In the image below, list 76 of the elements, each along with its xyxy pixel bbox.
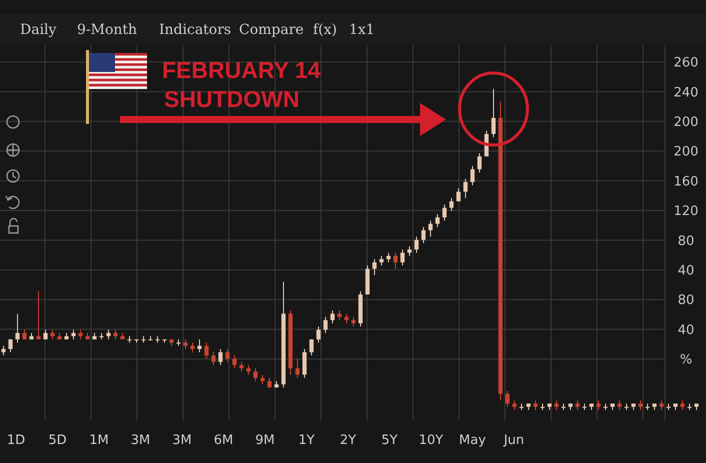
candlestick (253, 368, 258, 382)
candlestick (211, 352, 216, 366)
candlestick (351, 316, 356, 328)
text: 9M (255, 433, 275, 448)
candlestick (435, 214, 440, 228)
annotation: 40 (678, 263, 694, 278)
candlestick (512, 400, 517, 410)
candlestick (372, 258, 377, 276)
candlestick (393, 252, 398, 270)
annotation: % (680, 352, 692, 368)
candlestick (15, 313, 20, 344)
candlestick (232, 354, 237, 369)
candlestick (575, 400, 580, 410)
candlestick (379, 255, 384, 266)
text: 1Y (298, 433, 315, 448)
annotation: 160 (674, 174, 698, 190)
candlestick (680, 400, 685, 410)
text: Daily (20, 22, 57, 38)
text: May (459, 433, 486, 448)
text: 10Y (418, 433, 444, 448)
candlestick (505, 390, 510, 408)
text: 5D (48, 433, 67, 448)
annotation: 200 (674, 114, 698, 130)
annotation: 80 (678, 234, 694, 249)
chart-title: FEBRUARY 14 SHUTDOWN (162, 57, 321, 112)
text: 2Y (340, 433, 356, 448)
annotation: 120 (674, 204, 698, 220)
candlestick (400, 249, 405, 266)
candlestick (470, 166, 475, 186)
candlestick (22, 329, 27, 340)
candlestick (442, 204, 447, 222)
candlestick (43, 329, 48, 340)
annotation: 40 (678, 322, 694, 338)
text: 9-Month (77, 22, 138, 38)
candlestick (421, 226, 426, 244)
candlestick (323, 316, 328, 334)
candlestick (477, 152, 482, 173)
text: 1x1 (349, 22, 375, 38)
candlestick (8, 338, 13, 353)
candlestick (218, 348, 223, 366)
candlestick (148, 336, 153, 340)
annotation: 80 (678, 293, 694, 308)
text: 1D (6, 433, 26, 448)
candlestick (414, 236, 419, 254)
candlestick (659, 400, 664, 410)
candlestick (449, 198, 454, 212)
text: f(x) (313, 22, 338, 38)
text: Jun (502, 433, 524, 448)
candlestick (533, 400, 538, 410)
candlestick (309, 338, 314, 356)
candlestick (638, 400, 643, 410)
text: 1M (89, 433, 109, 448)
text: Indicators (159, 22, 232, 38)
candlestick (183, 338, 188, 350)
candlestick (36, 290, 41, 340)
candlestick (330, 310, 335, 324)
candlestick (302, 348, 307, 378)
text: 260 (674, 56, 698, 71)
candlestick (239, 361, 244, 372)
candlestick (596, 400, 601, 410)
candlestick (316, 326, 321, 344)
text: 3M (172, 433, 192, 448)
candlestick (617, 400, 622, 410)
candlestick (554, 400, 559, 410)
candlestick (491, 88, 496, 138)
candlestick (337, 310, 342, 321)
text: 6M (214, 433, 234, 448)
text: Compare (239, 22, 304, 38)
text: 3M (130, 433, 150, 448)
candlestick (225, 348, 230, 362)
text: 5Y (381, 433, 398, 448)
candlestick (463, 178, 468, 199)
candlestick (456, 188, 461, 202)
annotation: 240 (674, 85, 698, 100)
annotation: 200 (674, 144, 698, 160)
candlestick (204, 342, 209, 360)
